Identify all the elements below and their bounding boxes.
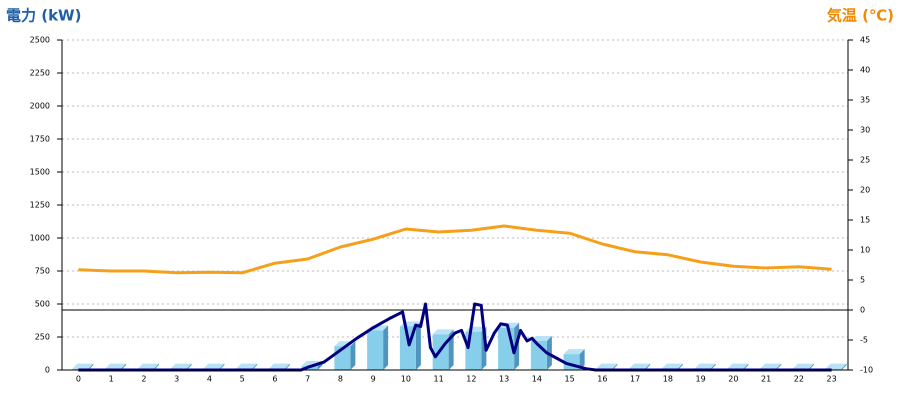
bar-top <box>825 363 847 369</box>
bar-side <box>153 363 159 370</box>
bar-top <box>203 363 225 369</box>
bar-side <box>808 363 814 370</box>
bar-side <box>743 363 749 370</box>
x-tick-label: 6 <box>272 375 277 384</box>
y2-tick-label: 45 <box>860 36 870 45</box>
bar-side <box>612 363 618 370</box>
bar-side <box>579 349 585 370</box>
y-tick-label: 250 <box>35 333 50 342</box>
bar <box>465 331 482 370</box>
y2-axis-title: 気温 (℃) <box>827 7 894 25</box>
bar-side <box>252 363 258 370</box>
bar-side <box>677 363 683 370</box>
x-tick-label: 23 <box>827 375 837 384</box>
y-tick-label: 2250 <box>30 69 50 78</box>
x-tick-label: 2 <box>141 375 146 384</box>
y2-tick-label: 15 <box>860 216 870 225</box>
y2-tick-label: -10 <box>860 366 873 375</box>
y2-tick-label: 10 <box>860 246 870 255</box>
bar-side <box>776 363 782 370</box>
bar-side <box>284 363 290 370</box>
y-tick-label: 500 <box>35 300 50 309</box>
bar-side <box>219 363 225 370</box>
x-tick-label: 13 <box>499 375 509 384</box>
bar-side <box>186 363 192 370</box>
bar-top <box>694 363 716 369</box>
y2-tick-label: 0 <box>860 306 865 315</box>
x-tick-label: 12 <box>466 375 476 384</box>
bar-side <box>710 363 716 370</box>
x-tick-label: 4 <box>207 375 212 384</box>
x-tick-label: 10 <box>401 375 411 384</box>
bar-top <box>268 363 290 369</box>
y-tick-label: 2000 <box>30 102 50 111</box>
y-tick-label: 0 <box>45 366 50 375</box>
y-tick-label: 750 <box>35 267 50 276</box>
x-tick-label: 7 <box>305 375 310 384</box>
bar-top <box>72 363 94 369</box>
x-tick-label: 17 <box>630 375 640 384</box>
y2-tick-label: 30 <box>860 126 870 135</box>
x-tick-label: 15 <box>565 375 575 384</box>
bar-top <box>563 349 585 355</box>
x-tick-label: 19 <box>696 375 706 384</box>
x-tick-label: 21 <box>761 375 771 384</box>
x-tick-label: 9 <box>371 375 376 384</box>
y2-tick-label: 20 <box>860 186 870 195</box>
y2-tick-label: -5 <box>860 336 868 345</box>
y2-tick-label: 25 <box>860 156 870 165</box>
bar-top <box>137 363 159 369</box>
x-tick-label: 20 <box>728 375 738 384</box>
x-tick-label: 11 <box>434 375 444 384</box>
bar-top <box>170 363 192 369</box>
y-tick-label: 1750 <box>30 135 50 144</box>
y2-tick-label: 40 <box>860 66 870 75</box>
bar-side <box>88 363 94 370</box>
bar-top <box>661 363 683 369</box>
x-tick-label: 22 <box>794 375 804 384</box>
y-tick-label: 2500 <box>30 36 50 45</box>
x-tick-label: 3 <box>174 375 179 384</box>
x-tick-label: 18 <box>663 375 673 384</box>
bar-side <box>415 321 421 370</box>
line <box>78 302 832 372</box>
bar <box>825 368 842 370</box>
x-tick-label: 1 <box>109 375 114 384</box>
bar-side <box>841 363 847 370</box>
bar-top <box>236 363 258 369</box>
line <box>78 224 832 275</box>
y-tick-label: 1500 <box>30 168 50 177</box>
bar-top <box>105 363 127 369</box>
bar-side <box>121 363 127 370</box>
bar-top <box>432 329 454 335</box>
x-tick-label: 14 <box>532 375 542 384</box>
bar <box>367 330 384 370</box>
x-tick-label: 16 <box>597 375 607 384</box>
bar-top <box>727 363 749 369</box>
y2-tick-label: 35 <box>860 96 870 105</box>
x-tick-label: 8 <box>338 375 343 384</box>
bar-top <box>629 363 651 369</box>
y-axis-title: 電力 (kW) <box>6 7 81 25</box>
bar-top <box>596 363 618 369</box>
y2-tick-label: 5 <box>860 276 865 285</box>
x-tick-label: 0 <box>76 375 81 384</box>
bar-side <box>350 341 356 370</box>
bar-side <box>645 363 651 370</box>
bar-top <box>760 363 782 369</box>
bar-side <box>383 325 389 370</box>
y-tick-label: 1000 <box>30 234 50 243</box>
y-tick-label: 1250 <box>30 201 50 210</box>
bar-top <box>530 335 552 341</box>
x-tick-label: 5 <box>240 375 245 384</box>
bar-top <box>792 363 814 369</box>
